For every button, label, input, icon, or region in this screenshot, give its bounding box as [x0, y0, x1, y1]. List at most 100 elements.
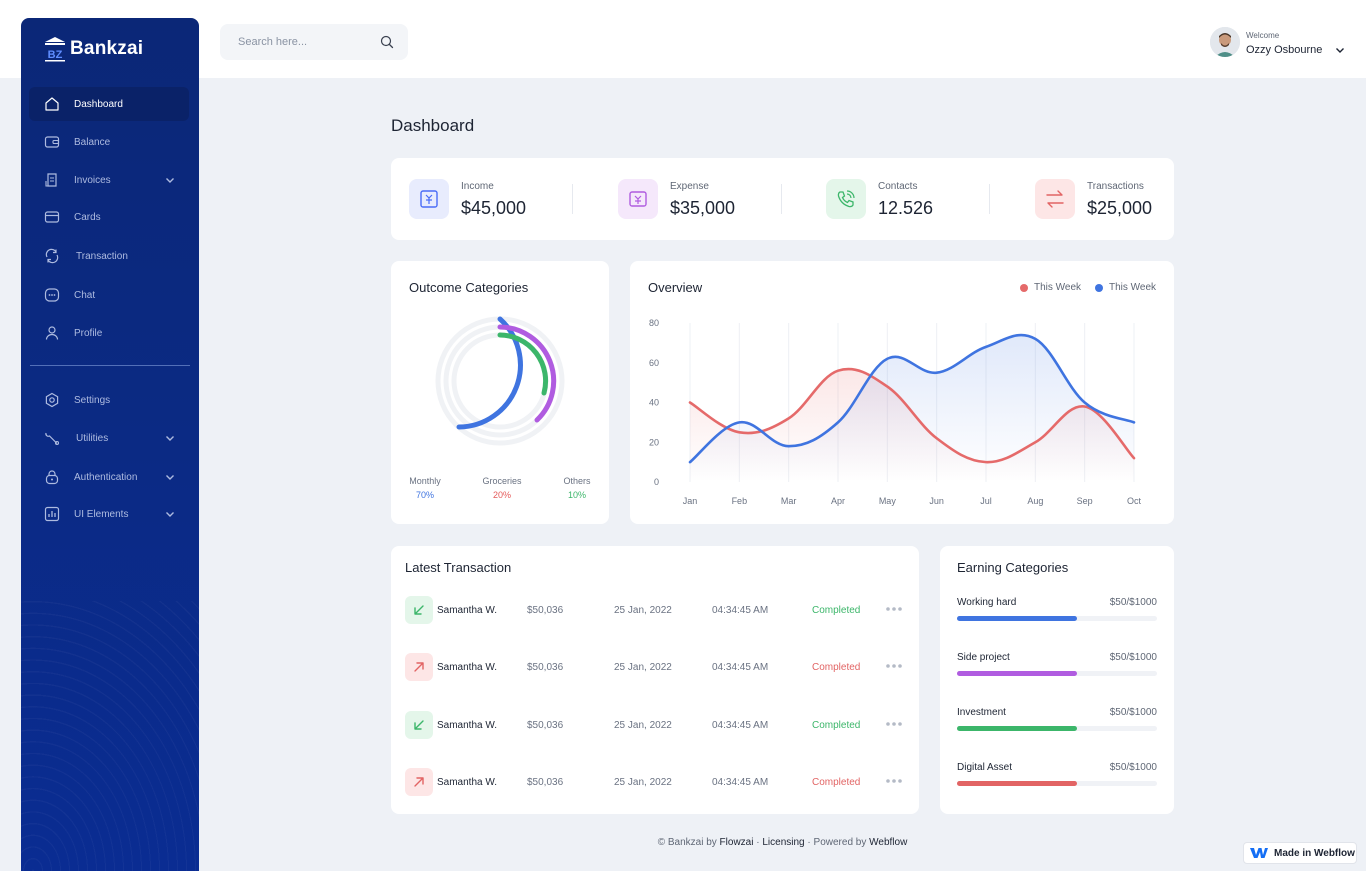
footer-copyright: © Bankzai by [657, 837, 717, 848]
tx-time: 04:34:45 AM [712, 662, 769, 673]
legend-value: 70% [415, 490, 434, 500]
page-title: Dashboard [391, 116, 475, 135]
legend-label: This Week [1034, 282, 1082, 293]
earning-row: Working hard $50/$1000 [957, 597, 1157, 629]
tx-amount: $50,036 [527, 777, 564, 788]
search-icon[interactable] [380, 35, 394, 49]
brand-mark: BZ [48, 49, 63, 61]
sidebar-item-label: Chat [74, 289, 96, 301]
sidebar-item-transaction[interactable]: Transaction [29, 239, 189, 273]
progress-track [957, 781, 1157, 786]
earning-row: Digital Asset $50/$1000 [957, 762, 1157, 794]
arrow-down-left-icon [405, 596, 433, 624]
latest-transaction-card: Latest Transaction Samantha W. $50,036 25 … [391, 546, 919, 814]
invoice-icon [45, 173, 57, 187]
tx-time: 04:34:45 AM [712, 777, 769, 788]
more-icon[interactable] [885, 659, 903, 673]
sidebar-item-invoices[interactable]: Invoices [29, 163, 189, 197]
footer-author-link[interactable]: Flowzai [719, 837, 754, 848]
welcome-label: Welcome [1246, 31, 1280, 40]
swap-icon [1035, 179, 1075, 219]
chevron-down-icon[interactable] [1335, 45, 1345, 55]
y-tick-label: 20 [649, 437, 659, 447]
tx-status: Completed [812, 720, 861, 731]
wallet-icon [44, 136, 60, 148]
card-title: Latest Transaction [405, 560, 512, 575]
table-row[interactable]: Samantha W. $50,036 25 Jan, 2022 04:34:45 A… [405, 768, 905, 796]
card-title: Overview [648, 280, 703, 295]
footer-licensing-link[interactable]: Licensing [762, 837, 805, 848]
tx-date: 25 Jan, 2022 [614, 662, 672, 673]
search-input[interactable] [238, 24, 378, 60]
footer-webflow-link[interactable]: Webflow [869, 837, 908, 848]
outcome-donut-chart [435, 316, 565, 446]
tx-amount: $50,036 [527, 662, 564, 673]
progress-fill [957, 616, 1077, 621]
tx-status: Completed [812, 777, 861, 788]
sidebar-item-label: Invoices [74, 174, 111, 186]
settings-icon [45, 392, 59, 408]
sidebar-item-balance[interactable]: Balance [29, 125, 189, 159]
earning-value: $50/$1000 [1109, 762, 1157, 773]
x-tick-label: Jan [683, 496, 698, 506]
tx-status: Completed [812, 605, 861, 616]
footer-powered: Powered by [813, 837, 867, 848]
progress-fill [957, 671, 1077, 676]
sidebar: BZ Bankzai Dashboard Balance Invoices Ca… [21, 18, 199, 871]
stat-divider [781, 184, 782, 214]
sidebar-item-dashboard[interactable]: Dashboard [29, 87, 189, 121]
sidebar-item-utilities[interactable]: Utilities [29, 421, 189, 455]
sidebar-item-chat[interactable]: Chat [29, 278, 189, 312]
stat-value: $45,000 [461, 198, 527, 218]
earning-label: Investment [957, 707, 1006, 718]
sidebar-item-profile[interactable]: Profile [29, 316, 189, 350]
card-title: Earning Categories [957, 560, 1069, 575]
table-row[interactable]: Samantha W. $50,036 25 Jan, 2022 04:34:45 A… [405, 711, 905, 739]
table-row[interactable]: Samantha W. $50,036 25 Jan, 2022 04:34:45 A… [405, 653, 905, 681]
legend-dot [1020, 283, 1028, 292]
tx-status: Completed [812, 662, 861, 673]
brand-logo[interactable]: BZ Bankzai [44, 36, 143, 62]
x-tick-label: Sep [1077, 496, 1093, 506]
badge-label: Made in Webflow [1274, 847, 1355, 859]
brand-name: Bankzai [70, 38, 144, 59]
sidebar-item-authentication[interactable]: Authentication [29, 460, 189, 494]
x-tick-label: Apr [831, 496, 845, 506]
sidebar-item-label: Dashboard [74, 98, 123, 110]
chat-icon [44, 288, 60, 302]
tx-time: 04:34:45 AM [712, 720, 769, 731]
sidebar-item-ui-elements[interactable]: UI Elements [29, 497, 189, 531]
table-row[interactable]: Samantha W. $50,036 25 Jan, 2022 04:34:45 A… [405, 596, 905, 624]
stat-label: Transactions [1087, 181, 1144, 192]
series-area-2 [690, 335, 1134, 482]
donut-segment-others [497, 332, 549, 396]
chevron-down-icon [166, 178, 174, 183]
bank-logo-icon: BZ [45, 37, 65, 62]
avatar[interactable] [1210, 27, 1240, 57]
more-icon[interactable] [885, 717, 903, 731]
sidebar-item-label: Profile [74, 327, 103, 339]
more-icon[interactable] [885, 602, 903, 616]
footer-separator: · [756, 837, 760, 848]
y-tick-label: 0 [654, 477, 659, 487]
top-bar [0, 0, 1366, 78]
sidebar-item-settings[interactable]: Settings [29, 383, 189, 417]
progress-track [957, 616, 1157, 621]
sidebar-item-cards[interactable]: Cards [29, 200, 189, 234]
stat-divider [572, 184, 573, 214]
made-in-webflow-badge[interactable]: Made in Webflow [1243, 842, 1357, 864]
earning-row: Side project $50/$1000 [957, 652, 1157, 684]
x-tick-label: Jun [929, 496, 944, 506]
y-tick-label: 60 [649, 358, 659, 368]
legend-others: Others 10% [547, 476, 607, 500]
x-tick-label: May [879, 496, 897, 506]
phone-icon [826, 179, 866, 219]
x-tick-label: Oct [1127, 496, 1142, 506]
chevron-down-icon [166, 512, 174, 517]
more-icon[interactable] [885, 774, 903, 788]
earning-value: $50/$1000 [1109, 597, 1157, 608]
outcome-categories-card: Outcome Categories Monthly 70% Groceries… [391, 261, 609, 524]
x-tick-label: Feb [732, 496, 748, 506]
stats-card: Income $45,000 Expense $35,000 Contacts … [391, 158, 1174, 240]
stat-label: Expense [670, 181, 709, 192]
